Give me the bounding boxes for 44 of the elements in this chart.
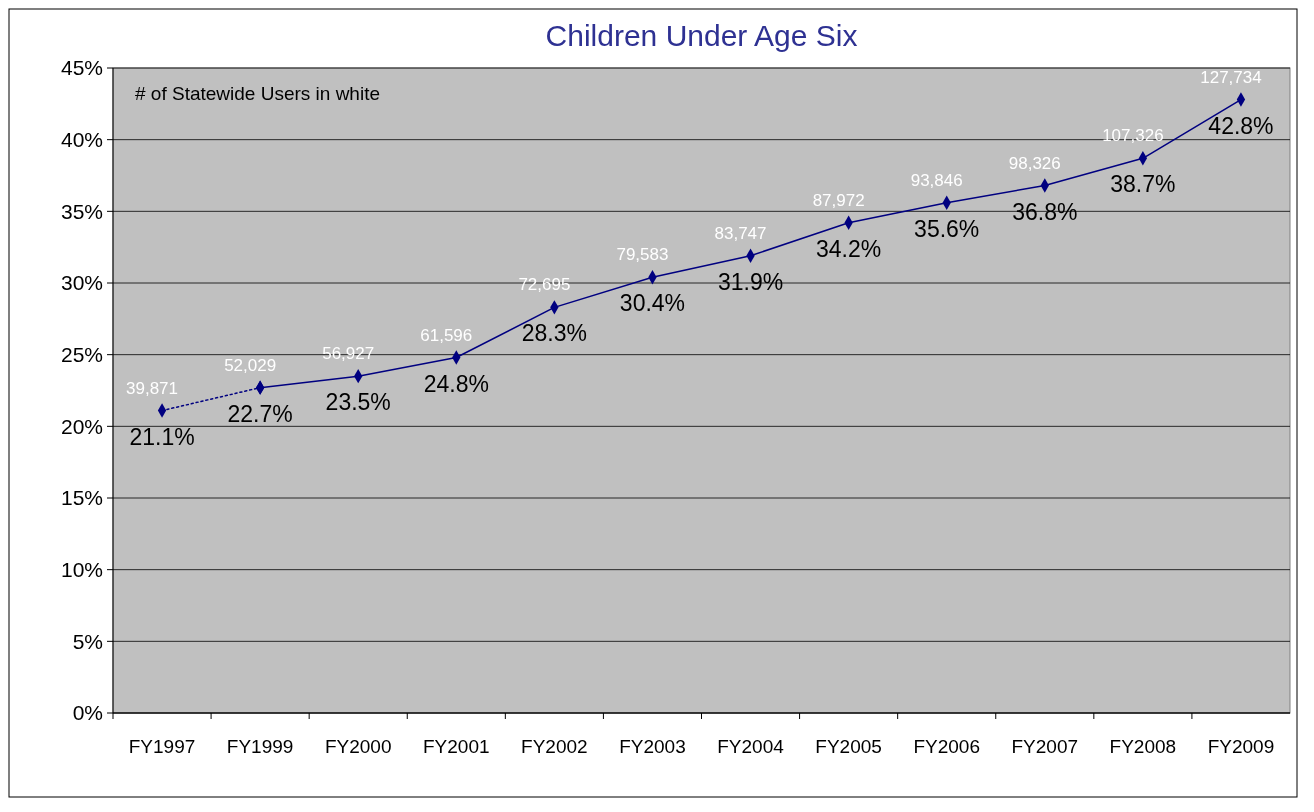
data-label: 30.4% bbox=[619, 290, 686, 317]
x-tick-label: FY2001 bbox=[423, 736, 490, 757]
annotation: 79,583 bbox=[616, 245, 669, 265]
data-label: 38.7% bbox=[1110, 171, 1176, 198]
x-tick-label: FY2003 bbox=[619, 736, 686, 757]
y-tick-label: 0% bbox=[72, 701, 103, 725]
data-label: 24.8% bbox=[423, 370, 489, 397]
x-tick-label: FY2008 bbox=[1109, 736, 1177, 757]
y-tick-label: 5% bbox=[72, 629, 103, 653]
y-tick-label: 40% bbox=[60, 128, 103, 152]
data-label: 23.5% bbox=[325, 389, 391, 416]
y-tick-label: 10% bbox=[60, 558, 103, 582]
x-tick-label: FY2006 bbox=[913, 736, 980, 757]
annotation: # of Statewide Users in white bbox=[135, 83, 381, 104]
data-label: 42.8% bbox=[1208, 112, 1274, 139]
x-tick-label: FY2005 bbox=[815, 736, 882, 757]
y-tick-label: 35% bbox=[60, 199, 103, 223]
x-tick-label: FY1997 bbox=[128, 736, 196, 757]
x-tick-label: FY1999 bbox=[226, 736, 294, 757]
annotation: 52,029 bbox=[224, 355, 277, 375]
data-label: 21.1% bbox=[129, 423, 195, 450]
x-tick-label: FY2000 bbox=[324, 736, 392, 757]
chart-title: Children Under Age Six bbox=[545, 19, 858, 52]
annotation: 61,596 bbox=[420, 325, 473, 345]
data-label: 34.2% bbox=[816, 235, 882, 262]
data-label: 22.7% bbox=[227, 400, 293, 427]
data-label: 28.3% bbox=[521, 320, 587, 347]
x-tick-label: FY2007 bbox=[1011, 736, 1079, 757]
annotation: 87,972 bbox=[812, 190, 865, 210]
annotation: 39,871 bbox=[126, 378, 179, 398]
data-label: 31.9% bbox=[717, 268, 784, 295]
annotation: 83,747 bbox=[714, 223, 767, 243]
y-tick-label: 15% bbox=[60, 486, 103, 510]
y-tick-label: 30% bbox=[60, 271, 103, 295]
annotation: 127,734 bbox=[1200, 67, 1262, 87]
annotation: 98,326 bbox=[1008, 153, 1061, 173]
x-tick-label: FY2004 bbox=[717, 736, 785, 757]
y-tick-label: 20% bbox=[60, 414, 103, 438]
data-label: 35.6% bbox=[914, 215, 980, 242]
y-tick-label: 25% bbox=[60, 343, 103, 367]
x-tick-label: FY2009 bbox=[1207, 736, 1275, 757]
y-tick-label: 45% bbox=[60, 56, 103, 80]
annotation: 93,846 bbox=[910, 170, 963, 190]
x-tick-label: FY2002 bbox=[521, 736, 588, 757]
